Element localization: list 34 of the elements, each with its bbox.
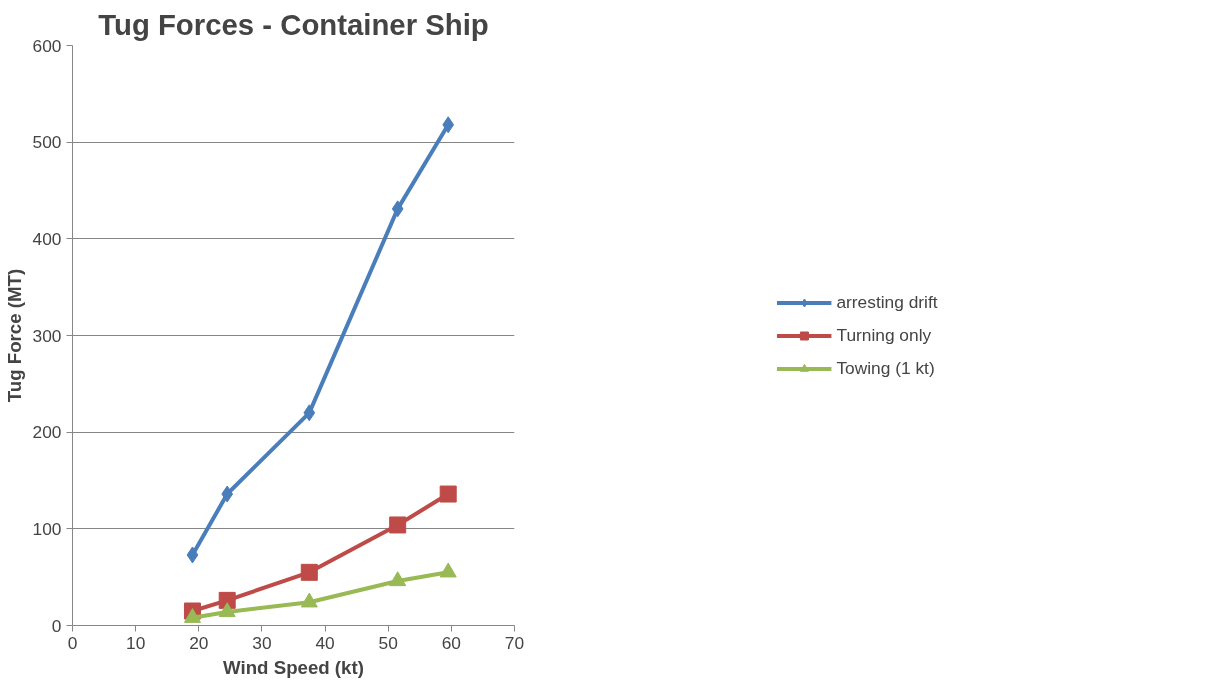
y-tick-label: 300 <box>32 325 62 346</box>
x-tick-label: 40 <box>315 632 335 653</box>
point <box>391 200 404 218</box>
legend-label: Turning only <box>836 324 932 346</box>
x-tick-label: 70 <box>504 632 525 653</box>
y-axis-title: Tug Force (MT) <box>3 268 25 403</box>
y-tick-label: 100 <box>32 518 62 539</box>
x-tick-label: 10 <box>126 632 146 653</box>
y-tick-label: 400 <box>32 228 62 249</box>
x-axis-title: Wind Speed (kt) <box>223 656 364 678</box>
y-tick-label: 500 <box>32 132 62 153</box>
point <box>218 602 236 618</box>
y-tick-label: 600 <box>32 35 62 56</box>
legend-label: Towing (1 kt) <box>836 357 935 379</box>
x-tick-label: 50 <box>378 632 398 653</box>
y-tick-label: 200 <box>32 422 62 443</box>
point <box>439 562 457 578</box>
x-tick-label: 0 <box>67 632 78 653</box>
x-tick-label: 20 <box>189 632 209 653</box>
point <box>439 485 457 503</box>
point <box>186 546 199 564</box>
x-tick-label: 30 <box>252 632 272 653</box>
point <box>300 563 318 581</box>
point <box>389 516 407 534</box>
y-tick-label: 0 <box>51 615 62 636</box>
point <box>442 116 455 134</box>
x-tick-label: 60 <box>441 632 461 653</box>
point <box>389 571 407 587</box>
chart-title: Tug Forces - Container Ship <box>98 7 489 41</box>
point <box>221 485 234 503</box>
legend-label: arresting drift <box>836 291 938 313</box>
point <box>303 404 316 422</box>
point <box>183 608 201 623</box>
point <box>300 592 318 608</box>
